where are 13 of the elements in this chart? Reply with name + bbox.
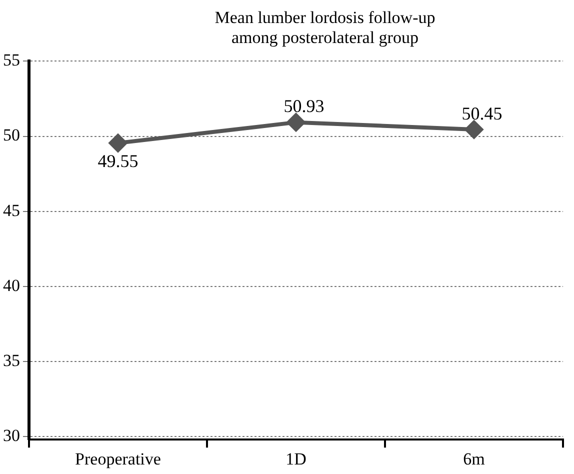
y-tick-label: 40 bbox=[3, 276, 20, 295]
x-tick-label: 6m bbox=[463, 449, 485, 468]
y-tick-label: 30 bbox=[3, 426, 20, 446]
data-label: 50.45 bbox=[462, 103, 502, 124]
x-tick-label: 1D bbox=[286, 449, 306, 468]
x-tick-label: Preoperative bbox=[75, 449, 161, 468]
data-label: 49.55 bbox=[98, 150, 138, 171]
y-tick-label: 50 bbox=[3, 126, 20, 145]
chart-title: Mean lumber lordosis follow-up among posterolateral group bbox=[214, 8, 436, 48]
data-label: 50.93 bbox=[284, 96, 324, 116]
y-tick-label: 45 bbox=[3, 200, 20, 220]
y-tick-label: 55 bbox=[3, 50, 20, 70]
y-tick-label: 35 bbox=[3, 350, 20, 370]
